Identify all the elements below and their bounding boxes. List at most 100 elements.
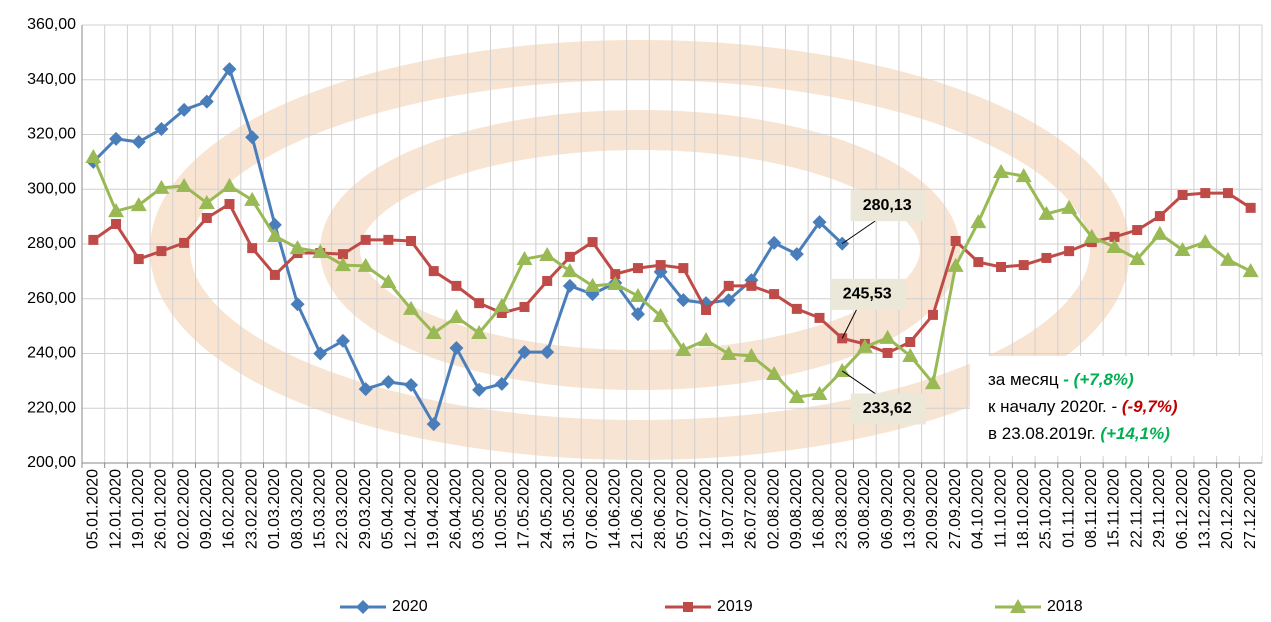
point <box>973 257 984 268</box>
y-tick-label: 220,00 <box>27 399 76 416</box>
y-tick-label: 320,00 <box>27 126 76 143</box>
point <box>1200 188 1211 199</box>
point <box>177 102 192 117</box>
point <box>788 389 805 404</box>
point <box>879 329 896 344</box>
x-tick-label: 05.07.2020 <box>675 469 692 549</box>
annotation-part: к началу 2020г. - <box>988 397 1122 416</box>
point <box>924 375 941 390</box>
point <box>902 347 919 362</box>
point <box>675 341 692 356</box>
point <box>1151 225 1168 240</box>
point <box>1018 260 1029 271</box>
point <box>562 278 577 293</box>
point <box>746 280 757 291</box>
point <box>814 312 825 323</box>
point <box>199 94 214 109</box>
x-tick-label: 19.01.2020 <box>130 469 147 549</box>
annotation: в 23.08.2019г. (+14,1%) <box>988 424 1170 443</box>
point <box>767 235 782 250</box>
x-tick-label: 07.06.2020 <box>584 469 601 549</box>
x-tick-label: 27.12.2020 <box>1242 469 1259 549</box>
point <box>1242 263 1259 278</box>
point <box>632 263 643 274</box>
x-tick-label: 24.05.2020 <box>538 469 555 549</box>
point <box>247 243 258 254</box>
point <box>133 254 144 265</box>
leader-line <box>841 370 878 396</box>
x-tick-label: 31.05.2020 <box>561 469 578 549</box>
series <box>88 188 1256 358</box>
point <box>683 602 693 612</box>
line <box>92 191 1252 355</box>
point <box>1064 246 1075 257</box>
x-tick-label: 20.09.2020 <box>924 469 941 549</box>
x-tick-label: 12.01.2020 <box>107 469 124 549</box>
annotation-part: (-9,7%) <box>1122 397 1178 416</box>
x-tick-label: 23.08.2020 <box>833 469 850 549</box>
legend-label: 2019 <box>717 598 753 615</box>
point <box>587 237 598 248</box>
point <box>996 261 1007 272</box>
point <box>720 346 737 361</box>
data-label: 245,53 <box>843 286 892 303</box>
point <box>198 194 215 209</box>
point <box>629 288 646 303</box>
x-tick-label: 25.10.2020 <box>1038 469 1055 549</box>
point <box>1132 225 1143 236</box>
x-tick-label: 13.09.2020 <box>901 469 918 549</box>
x-tick-label: 19.07.2020 <box>720 469 737 549</box>
point <box>1106 239 1123 254</box>
x-tick-label: 27.09.2020 <box>947 469 964 549</box>
point <box>1174 242 1191 257</box>
point <box>312 243 329 258</box>
point <box>947 257 964 272</box>
point <box>153 179 170 194</box>
x-tick-label: 21.06.2020 <box>629 469 646 549</box>
point <box>676 293 691 308</box>
y-tick-label: 360,00 <box>27 16 76 33</box>
point <box>406 235 417 246</box>
point <box>516 251 533 266</box>
point <box>1010 599 1026 613</box>
point <box>179 237 190 248</box>
point <box>111 219 122 230</box>
point <box>245 130 260 145</box>
point <box>1083 228 1100 243</box>
x-tick-label: 29.11.2020 <box>1151 469 1168 548</box>
point <box>1061 199 1078 214</box>
y-tick-label: 260,00 <box>27 290 76 307</box>
x-tick-label: 26.04.2020 <box>448 469 465 549</box>
point <box>335 333 350 348</box>
label-box <box>830 278 906 310</box>
x-tick-label: 09.02.2020 <box>198 469 215 549</box>
annotation: за месяц - (+7,8%) <box>988 370 1134 389</box>
point <box>109 131 124 146</box>
x-tick-label: 09.08.2020 <box>788 469 805 549</box>
x-tick-label: 06.12.2020 <box>1174 469 1191 549</box>
point <box>358 382 373 397</box>
x-tick-label: 22.11.2020 <box>1128 469 1145 548</box>
x-tick-label: 18.10.2020 <box>1015 469 1032 549</box>
y-tick-label: 340,00 <box>27 71 76 88</box>
point <box>1219 251 1236 266</box>
point <box>425 324 442 339</box>
point <box>266 228 283 243</box>
x-tick-label: 16.08.2020 <box>811 469 828 549</box>
y-tick-label: 240,00 <box>27 345 76 362</box>
point <box>721 293 736 308</box>
point <box>789 247 804 262</box>
point <box>428 266 439 277</box>
label-box <box>850 190 926 222</box>
point <box>1015 168 1032 183</box>
point <box>221 177 238 192</box>
point <box>131 134 146 149</box>
point <box>337 249 348 260</box>
point <box>993 164 1010 179</box>
point <box>224 199 235 210</box>
point <box>652 307 669 322</box>
point <box>610 269 621 280</box>
point <box>448 309 465 324</box>
point <box>584 277 601 292</box>
